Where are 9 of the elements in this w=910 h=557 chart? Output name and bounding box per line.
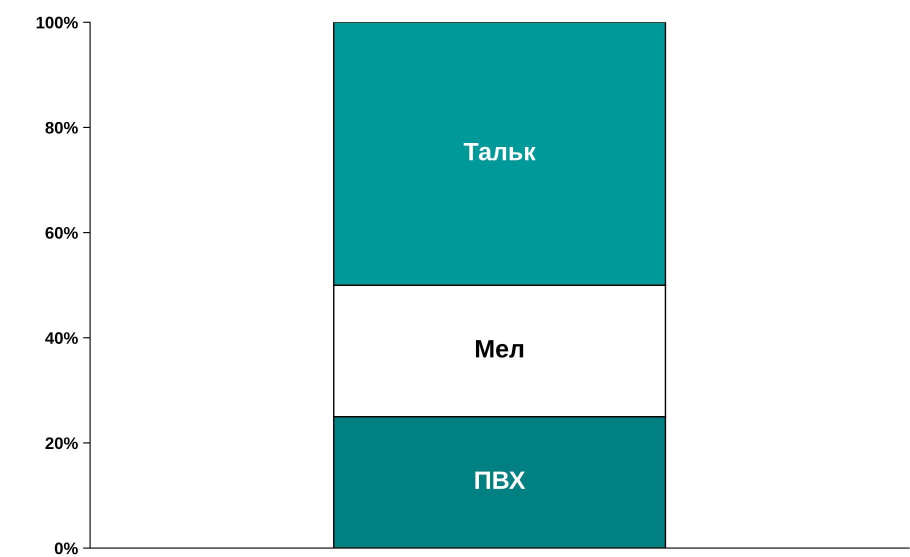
series-label: Тальк (464, 143, 536, 160)
series-label: ПВХ (475, 472, 526, 489)
series-label: Мел (476, 340, 524, 358)
y-tick-label: 100% (36, 16, 78, 28)
y-tick-label: 80% (45, 122, 78, 134)
y-tick-label: 60% (46, 227, 78, 239)
y-tick-label: 20% (46, 437, 78, 450)
y-tick-label: 0% (54, 542, 78, 554)
y-tick-label: 40% (45, 332, 78, 344)
